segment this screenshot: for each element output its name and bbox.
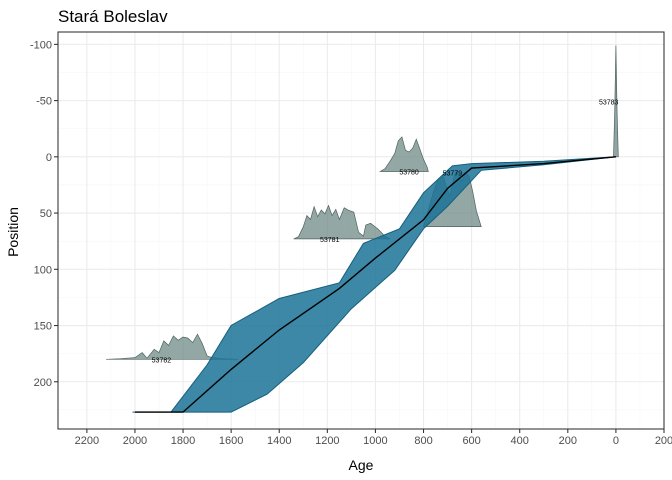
date-density-53783	[613, 45, 619, 158]
y-axis: -100 -50 0 50 100 150 200	[30, 39, 58, 389]
x-tick-label: 2200	[75, 435, 99, 447]
x-tick-label: 1600	[219, 435, 243, 447]
sample-labels: 53782 53781 53780 53779 53783	[152, 100, 619, 365]
x-axis-title: Age	[349, 457, 374, 473]
date-density-53782	[106, 333, 239, 360]
x-tick-label: 200	[655, 435, 672, 447]
y-tick-label: 50	[40, 208, 52, 220]
x-tick-label: 0	[613, 435, 619, 447]
age-depth-envelope-layer	[132, 156, 616, 413]
grid	[58, 32, 665, 429]
x-tick-label: 800	[414, 435, 432, 447]
x-tick-label: 2000	[123, 435, 147, 447]
age-depth-median-layer	[135, 156, 616, 413]
chart-title: Stará Boleslav	[58, 7, 168, 26]
y-tick-label: 200	[34, 377, 52, 389]
x-tick-label: 600	[462, 435, 480, 447]
age-depth-envelope	[132, 156, 616, 413]
y-tick-label: 0	[46, 152, 52, 164]
x-tick-label: 1400	[267, 435, 291, 447]
sample-label-53782: 53782	[152, 357, 172, 364]
sample-label-53780: 53780	[399, 169, 419, 176]
sample-label-53779: 53779	[443, 171, 463, 178]
y-tick-label: 100	[34, 264, 52, 276]
x-tick-label: 400	[511, 435, 529, 447]
date-density-53781	[293, 204, 391, 240]
x-axis: 2200 2000 1800 1600 1400 1200 1000 800 600 400 200…	[75, 429, 672, 447]
x-tick-label: 200	[559, 435, 577, 447]
x-tick-label: 1800	[171, 435, 195, 447]
y-tick-label: -50	[36, 96, 52, 108]
sample-label-53781: 53781	[320, 237, 340, 244]
y-axis-title: Position	[5, 207, 21, 257]
y-tick-label: -100	[30, 39, 52, 51]
age-depth-median-line	[135, 156, 616, 413]
sample-label-53783: 53783	[599, 100, 619, 107]
y-tick-label: 150	[34, 321, 52, 333]
panel-border	[57, 31, 665, 430]
x-tick-label: 1000	[363, 435, 387, 447]
date-density-53780	[378, 136, 429, 172]
x-tick-label: 1200	[315, 435, 339, 447]
